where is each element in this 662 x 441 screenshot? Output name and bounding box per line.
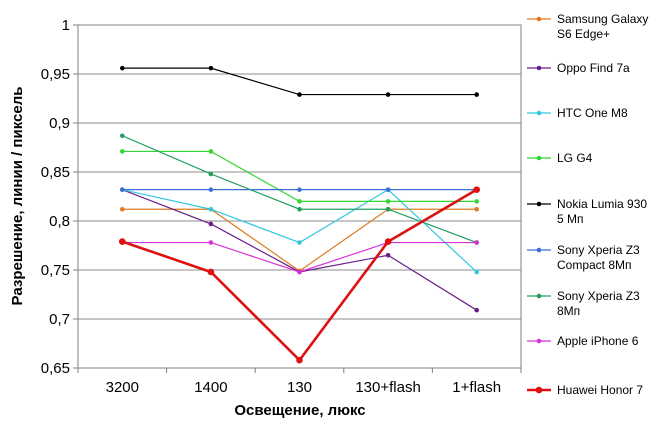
data-point [385,92,391,97]
data-point [208,187,214,192]
legend-swatch-marker [536,110,542,116]
data-point [207,268,215,276]
data-point [385,187,391,192]
x-axis-title: Освещение, люкс [234,402,365,419]
data-point [474,92,480,97]
y-axis-ticks: 1 0,95 0,9 0,85 0,8 0,75 0,7 0,65 [41,17,78,377]
series-line [122,67,477,96]
data-point [120,149,125,154]
plot-area-border [77,24,522,369]
data-point [385,253,391,258]
legend-swatch-marker [536,16,542,22]
series-line [122,241,477,273]
legend-label: Oppo Find 7a [557,61,630,75]
y-axis-title: Разрешение, линии / пиксель [9,87,26,306]
legend-label: Huawei Honor 7 [557,383,643,397]
y-tick-label: 1 [62,17,70,34]
data-point [297,240,302,245]
data-point [474,240,480,245]
y-tick-label: 0,7 [49,311,70,328]
data-point [120,206,125,212]
data-point [474,307,480,313]
gridlines [78,73,521,320]
legend-swatch-marker [536,65,542,71]
data-point [297,199,302,204]
y-tick-label: 0,65 [41,360,70,377]
x-tick-label: 130 [287,379,312,396]
data-point [208,171,214,177]
legend-swatch-marker [536,201,542,207]
legend-swatch-marker [536,338,542,344]
legend-label: Sony Xperia Z3 Compact 8Мп [557,243,640,272]
y-tick-label: 0,95 [41,66,70,83]
data-point [297,187,302,192]
data-point [297,206,302,212]
data-point [474,269,480,275]
legend-label: Nokia Lumia 930 5 Мп [557,197,647,226]
data-point [208,65,214,71]
x-tick-label: 130+flash [355,379,420,396]
data-point [296,356,303,364]
legend-swatch-marker [535,386,543,394]
series-line [121,188,478,363]
legend-label: HTC One M8 [557,106,628,120]
data-point [120,187,125,192]
legend: Samsung Galaxy S6 Edge+ Oppo Find 7a HTC On… [527,12,648,397]
series-line [122,208,477,272]
data-point [385,199,391,204]
x-tick-label: 3200 [106,379,139,396]
y-tick-label: 0,9 [49,115,70,132]
data-point [384,238,392,245]
data-point [385,206,391,212]
data-point [208,240,214,245]
y-tick-label: 0,8 [49,213,70,230]
legend-swatch-marker [536,155,542,161]
x-tick-label: 1+flash [452,379,501,396]
legend-label: Sony Xperia Z3 8Мп [557,289,640,318]
data-point [474,206,480,212]
data-point [208,221,214,227]
y-tick-label: 0,75 [41,262,70,279]
x-tick-label: 1400 [194,379,227,396]
y-tick-label: 0,85 [41,164,70,181]
data-point [297,92,302,97]
data-point [473,186,481,193]
legend-label: Apple iPhone 6 [557,334,639,348]
legend-swatch-marker [536,247,542,253]
data-point [297,269,302,275]
data-point [208,206,214,212]
data-point [474,199,480,204]
data-point [120,65,125,71]
x-axis-ticks: 3200 1400 130 130+flash 1+flash [77,368,522,396]
legend-label: LG G4 [557,151,593,165]
data-point [119,238,126,245]
data-point [120,133,125,139]
legend-label: Samsung Galaxy S6 Edge+ [557,12,648,41]
series-group [119,65,481,364]
legend-swatch-marker [536,293,542,299]
data-point [208,149,214,154]
